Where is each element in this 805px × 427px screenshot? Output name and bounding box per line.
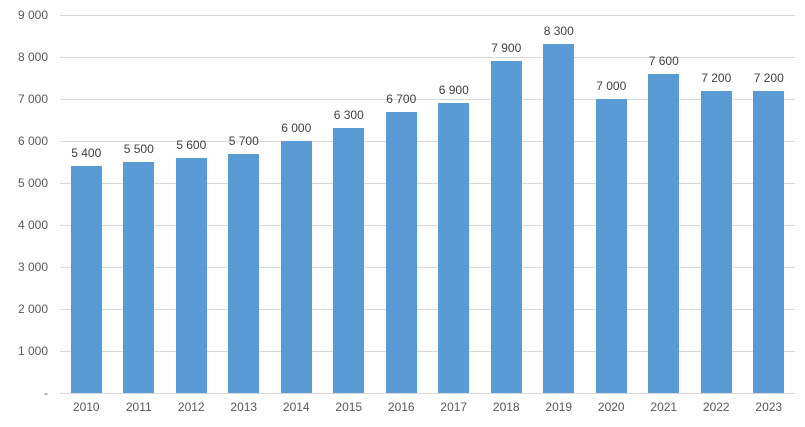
bar-2021 [648,73,680,393]
bar-2019 [543,44,575,393]
x-tick-label: 2012 [177,400,205,414]
bar-value-label: 6 900 [438,83,469,98]
bar-value-label: 6 300 [333,108,364,123]
x-tick-label: 2020 [597,400,625,414]
y-tick-label: 1 000 [17,344,48,358]
plot-area: 5 400 5 500 5 600 5 700 6 000 6 300 6 700 6 900… [60,14,795,394]
x-tick-label: 2019 [545,400,573,414]
x-tick-label: 2010 [72,400,100,414]
gridline [60,98,795,100]
y-tick-label: 6 000 [17,134,48,148]
bar-2023 [753,90,785,393]
y-tick-label: 4 000 [17,218,48,232]
bar-value-label: 8 300 [543,24,574,39]
bar-2018 [490,61,522,393]
bar-2013 [228,153,260,393]
bar-2011 [123,162,155,393]
gridline [60,182,795,184]
gridline [60,140,795,142]
bar-2014 [280,141,312,393]
bar-2020 [595,99,627,393]
x-tick-label: 2022 [702,400,730,414]
x-axis-line [60,392,795,394]
bar-value-label: 6 700 [386,91,417,106]
gridline [60,308,795,310]
bar-2022 [700,90,732,393]
x-tick-label: 2015 [335,400,363,414]
bar-value-label: 7 200 [753,70,784,85]
bar-value-label: 5 400 [71,146,102,161]
x-tick-label: 2014 [282,400,310,414]
bar-2016 [385,111,417,393]
y-tick-label: 2 000 [17,302,48,316]
bar-2017 [438,103,470,393]
bar-2012 [175,157,207,393]
x-tick-label: 2021 [650,400,678,414]
gridline [60,14,795,16]
bar-2010 [70,166,102,393]
gridline [60,350,795,352]
y-tick-label: - [44,386,48,400]
gridline [60,266,795,268]
y-tick-label: 7 000 [17,92,48,106]
bar-2015 [333,128,365,393]
bar-value-label: 5 600 [176,137,207,152]
y-tick-label: 8 000 [17,50,48,64]
gridline [60,224,795,226]
x-tick-label: 2023 [755,400,783,414]
x-tick-label: 2013 [230,400,258,414]
bar-value-label: 7 000 [596,79,627,93]
gridline [60,56,795,58]
x-tick-label: 2016 [387,400,415,414]
bar-value-label: 7 200 [701,70,732,85]
x-tick-label: 2018 [492,400,520,414]
y-tick-label: 9 000 [17,8,48,22]
x-tick-label: 2017 [440,400,468,414]
y-tick-label: 5 000 [17,176,48,190]
bar-value-label: 5 700 [228,133,259,148]
bar-value-label: 5 500 [123,142,154,156]
bar-value-label: 7 600 [648,53,679,68]
bar-value-label: 6 000 [281,121,312,135]
y-tick-label: 3 000 [17,260,48,274]
x-tick-label: 2011 [125,400,152,414]
bar-value-label: 7 900 [491,41,522,56]
